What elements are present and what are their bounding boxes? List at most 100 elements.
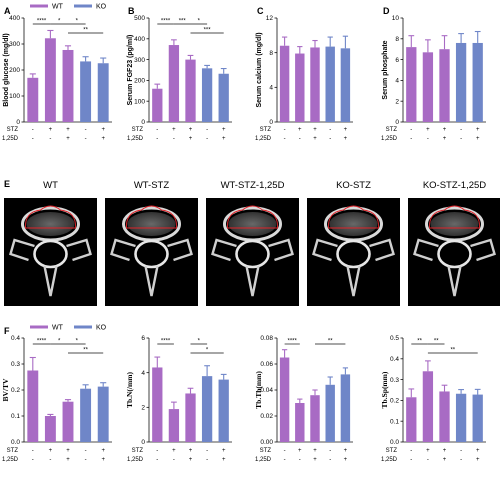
stz-value: + [49, 448, 53, 454]
stz-row-label: STZ [132, 127, 144, 133]
roi-outline [429, 205, 480, 229]
y-tick-label: 0.5 [390, 335, 399, 342]
sig-label: ** [434, 339, 439, 345]
spinal-canal [437, 239, 472, 269]
d-value: + [222, 136, 226, 142]
bar [27, 77, 39, 122]
stz-value: + [298, 127, 302, 133]
ct-title: WT-STZ-1,25D [221, 180, 285, 191]
d-value: + [476, 457, 480, 463]
stz-value: - [32, 127, 34, 133]
bar [185, 59, 196, 122]
bar [152, 88, 163, 122]
y-tick-label: 4 [395, 78, 399, 85]
spinous-process [144, 265, 159, 297]
y-tick-label: 0.2 [11, 387, 20, 394]
y-tick-label: 0.4 [11, 335, 20, 342]
ct-titles: WT WT-STZ WT-STZ-1,25D KO-STZ KO-STZ-1,25D [43, 180, 486, 191]
stz-value: - [329, 448, 331, 454]
sig-label: **** [37, 339, 47, 345]
legend-ko-label: KO [96, 4, 107, 11]
sig-label: * [58, 339, 61, 345]
sig-label: ** [417, 339, 422, 345]
y-tick-label: 2 [141, 405, 145, 412]
d-value: + [443, 457, 447, 463]
y-tick-label: 400 [134, 36, 145, 43]
bar [472, 42, 483, 122]
d-value: - [206, 136, 208, 142]
d-value: - [156, 136, 158, 142]
legend-top: WT KO [30, 4, 107, 11]
chart-D: D 0 2 4 6 8 10 Serum phosphate STZ 1,25D - - + - + + - - +… [381, 6, 486, 142]
transverse-process-left [413, 238, 439, 262]
stz-value: + [426, 448, 430, 454]
sig-label: ** [83, 28, 88, 34]
ct-images [4, 198, 500, 306]
y-tick-label: 0 [141, 119, 145, 126]
d-value: + [313, 136, 317, 142]
transverse-process-left [110, 238, 136, 262]
y-tick-label: 8 [269, 50, 273, 57]
y-tick-label: 0.1 [11, 413, 20, 420]
y-tick-label: 0.1 [390, 418, 399, 425]
y-tick-label: 12 [266, 15, 274, 22]
legend-bottom-wt-label: WT [52, 325, 64, 332]
d-row-label: 1,25D [127, 457, 144, 463]
stz-value: - [32, 448, 34, 454]
bar [218, 379, 229, 442]
stz-value: + [298, 448, 302, 454]
y-tick-label: 0.4 [390, 356, 399, 363]
stz-value: + [344, 448, 348, 454]
d-value: + [189, 457, 193, 463]
sig-label: * [76, 339, 79, 345]
d-row-label: 1,25D [255, 457, 272, 463]
y-tick-label: 100 [134, 98, 145, 105]
panel-label: C [257, 6, 264, 16]
sig-label: * [198, 339, 201, 345]
roi-outline [25, 205, 76, 229]
ct-title: KO-STZ [336, 180, 371, 191]
y-tick-label: 200 [134, 78, 145, 85]
spinal-canal [336, 239, 371, 269]
bar [80, 388, 92, 442]
transverse-process-left [9, 238, 35, 262]
sig-label: * [206, 348, 209, 354]
spinous-process [346, 265, 361, 297]
stz-value: + [189, 127, 193, 133]
bar [472, 394, 483, 442]
bar [310, 47, 320, 122]
y-tick-label: 0 [395, 119, 399, 126]
ct-image [206, 198, 299, 306]
stz-value: + [101, 127, 105, 133]
legend-bottom-ko-label: KO [96, 325, 107, 332]
d-value: - [85, 457, 87, 463]
stz-value: - [156, 127, 158, 133]
d-value: + [313, 457, 317, 463]
bar [439, 391, 450, 442]
y-axis-label: Tb.Sp(mm) [380, 371, 389, 408]
ct-image [307, 198, 400, 306]
stz-value: - [85, 448, 87, 454]
y-tick-label: 10 [392, 15, 400, 22]
bar [422, 371, 434, 442]
legend-wt-label: WT [52, 4, 64, 11]
stz-value: - [206, 127, 208, 133]
bar [406, 397, 417, 442]
y-tick-label: 0.08 [260, 335, 273, 342]
legend-bottom: WT KO [30, 325, 107, 332]
ct-image [105, 198, 198, 306]
transverse-process-left [312, 238, 338, 262]
d-value: - [49, 457, 51, 463]
sig-label: *** [179, 19, 187, 25]
transverse-process-right [167, 238, 193, 262]
sig-label: *** [204, 28, 212, 34]
bar [44, 416, 56, 442]
trabecular-region [228, 212, 277, 236]
stz-value: + [222, 448, 226, 454]
stz-value: + [344, 127, 348, 133]
bar [62, 401, 74, 442]
bar [201, 376, 213, 442]
